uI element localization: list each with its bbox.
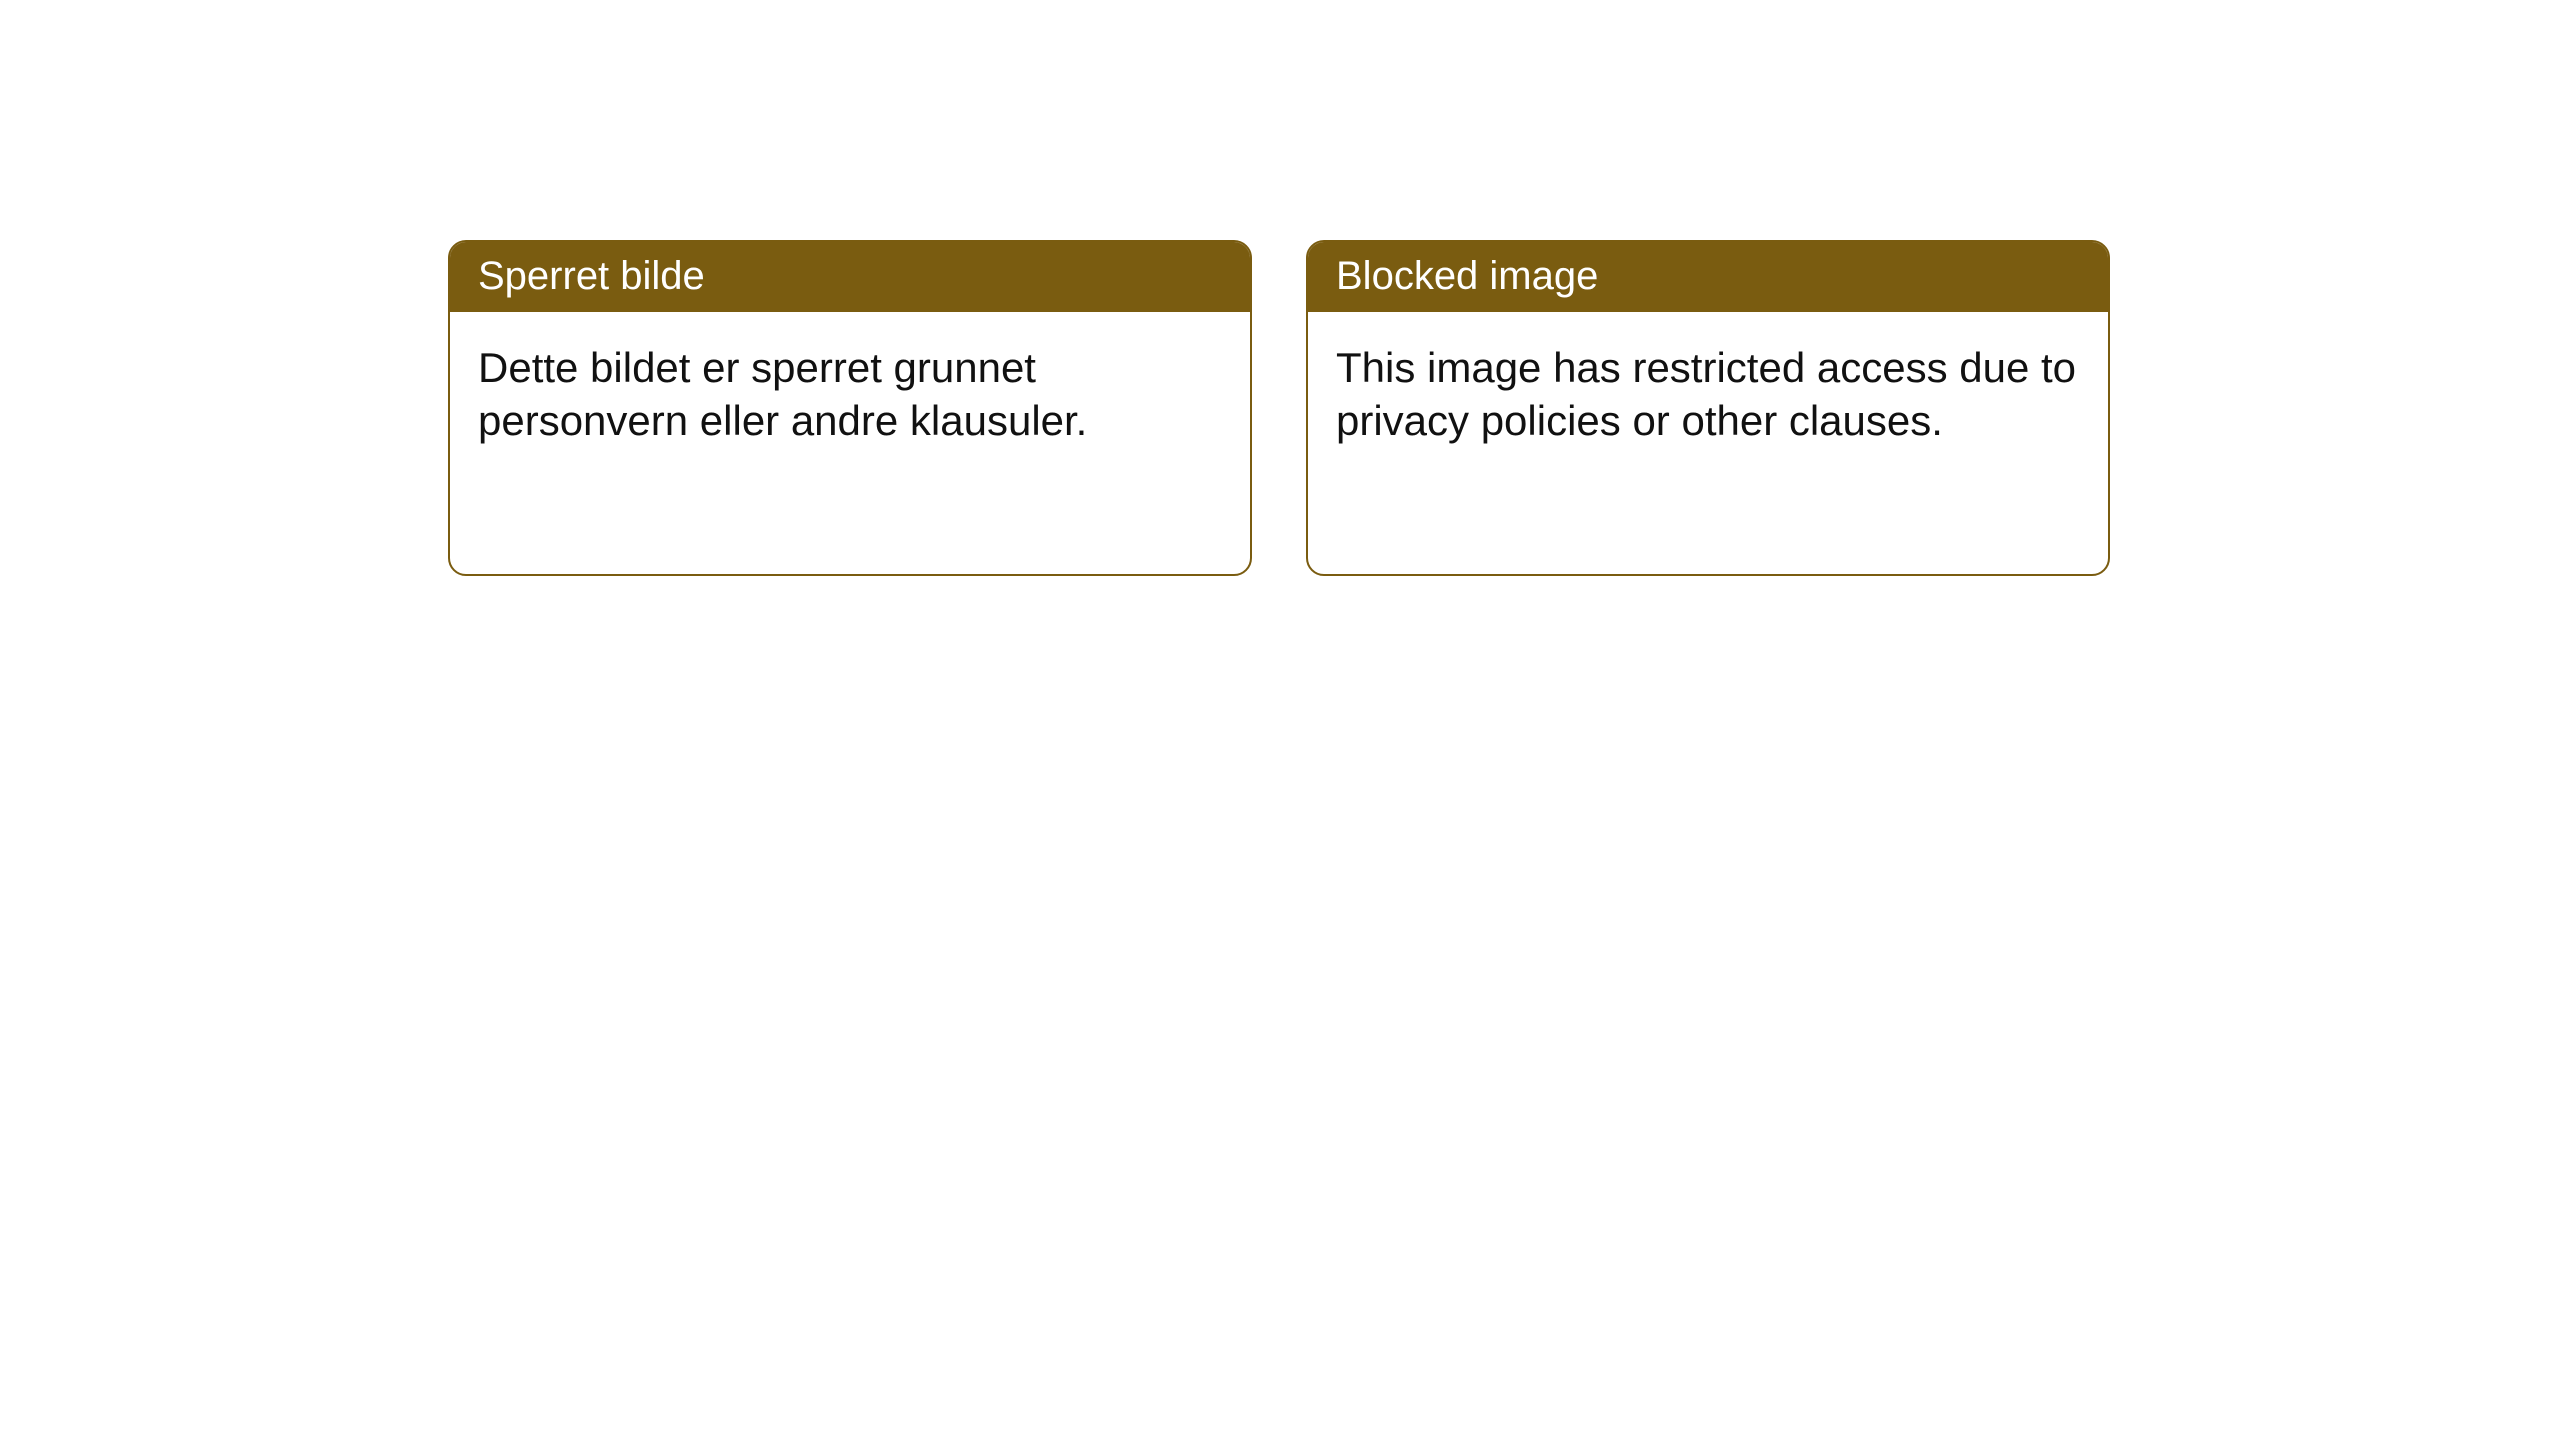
card-header: Sperret bilde	[450, 242, 1250, 312]
card-header: Blocked image	[1308, 242, 2108, 312]
card-body: Dette bildet er sperret grunnet personve…	[450, 312, 1250, 477]
notice-container: Sperret bilde Dette bildet er sperret gr…	[0, 0, 2560, 576]
blocked-image-card-en: Blocked image This image has restricted …	[1306, 240, 2110, 576]
blocked-image-card-no: Sperret bilde Dette bildet er sperret gr…	[448, 240, 1252, 576]
card-body: This image has restricted access due to …	[1308, 312, 2108, 477]
